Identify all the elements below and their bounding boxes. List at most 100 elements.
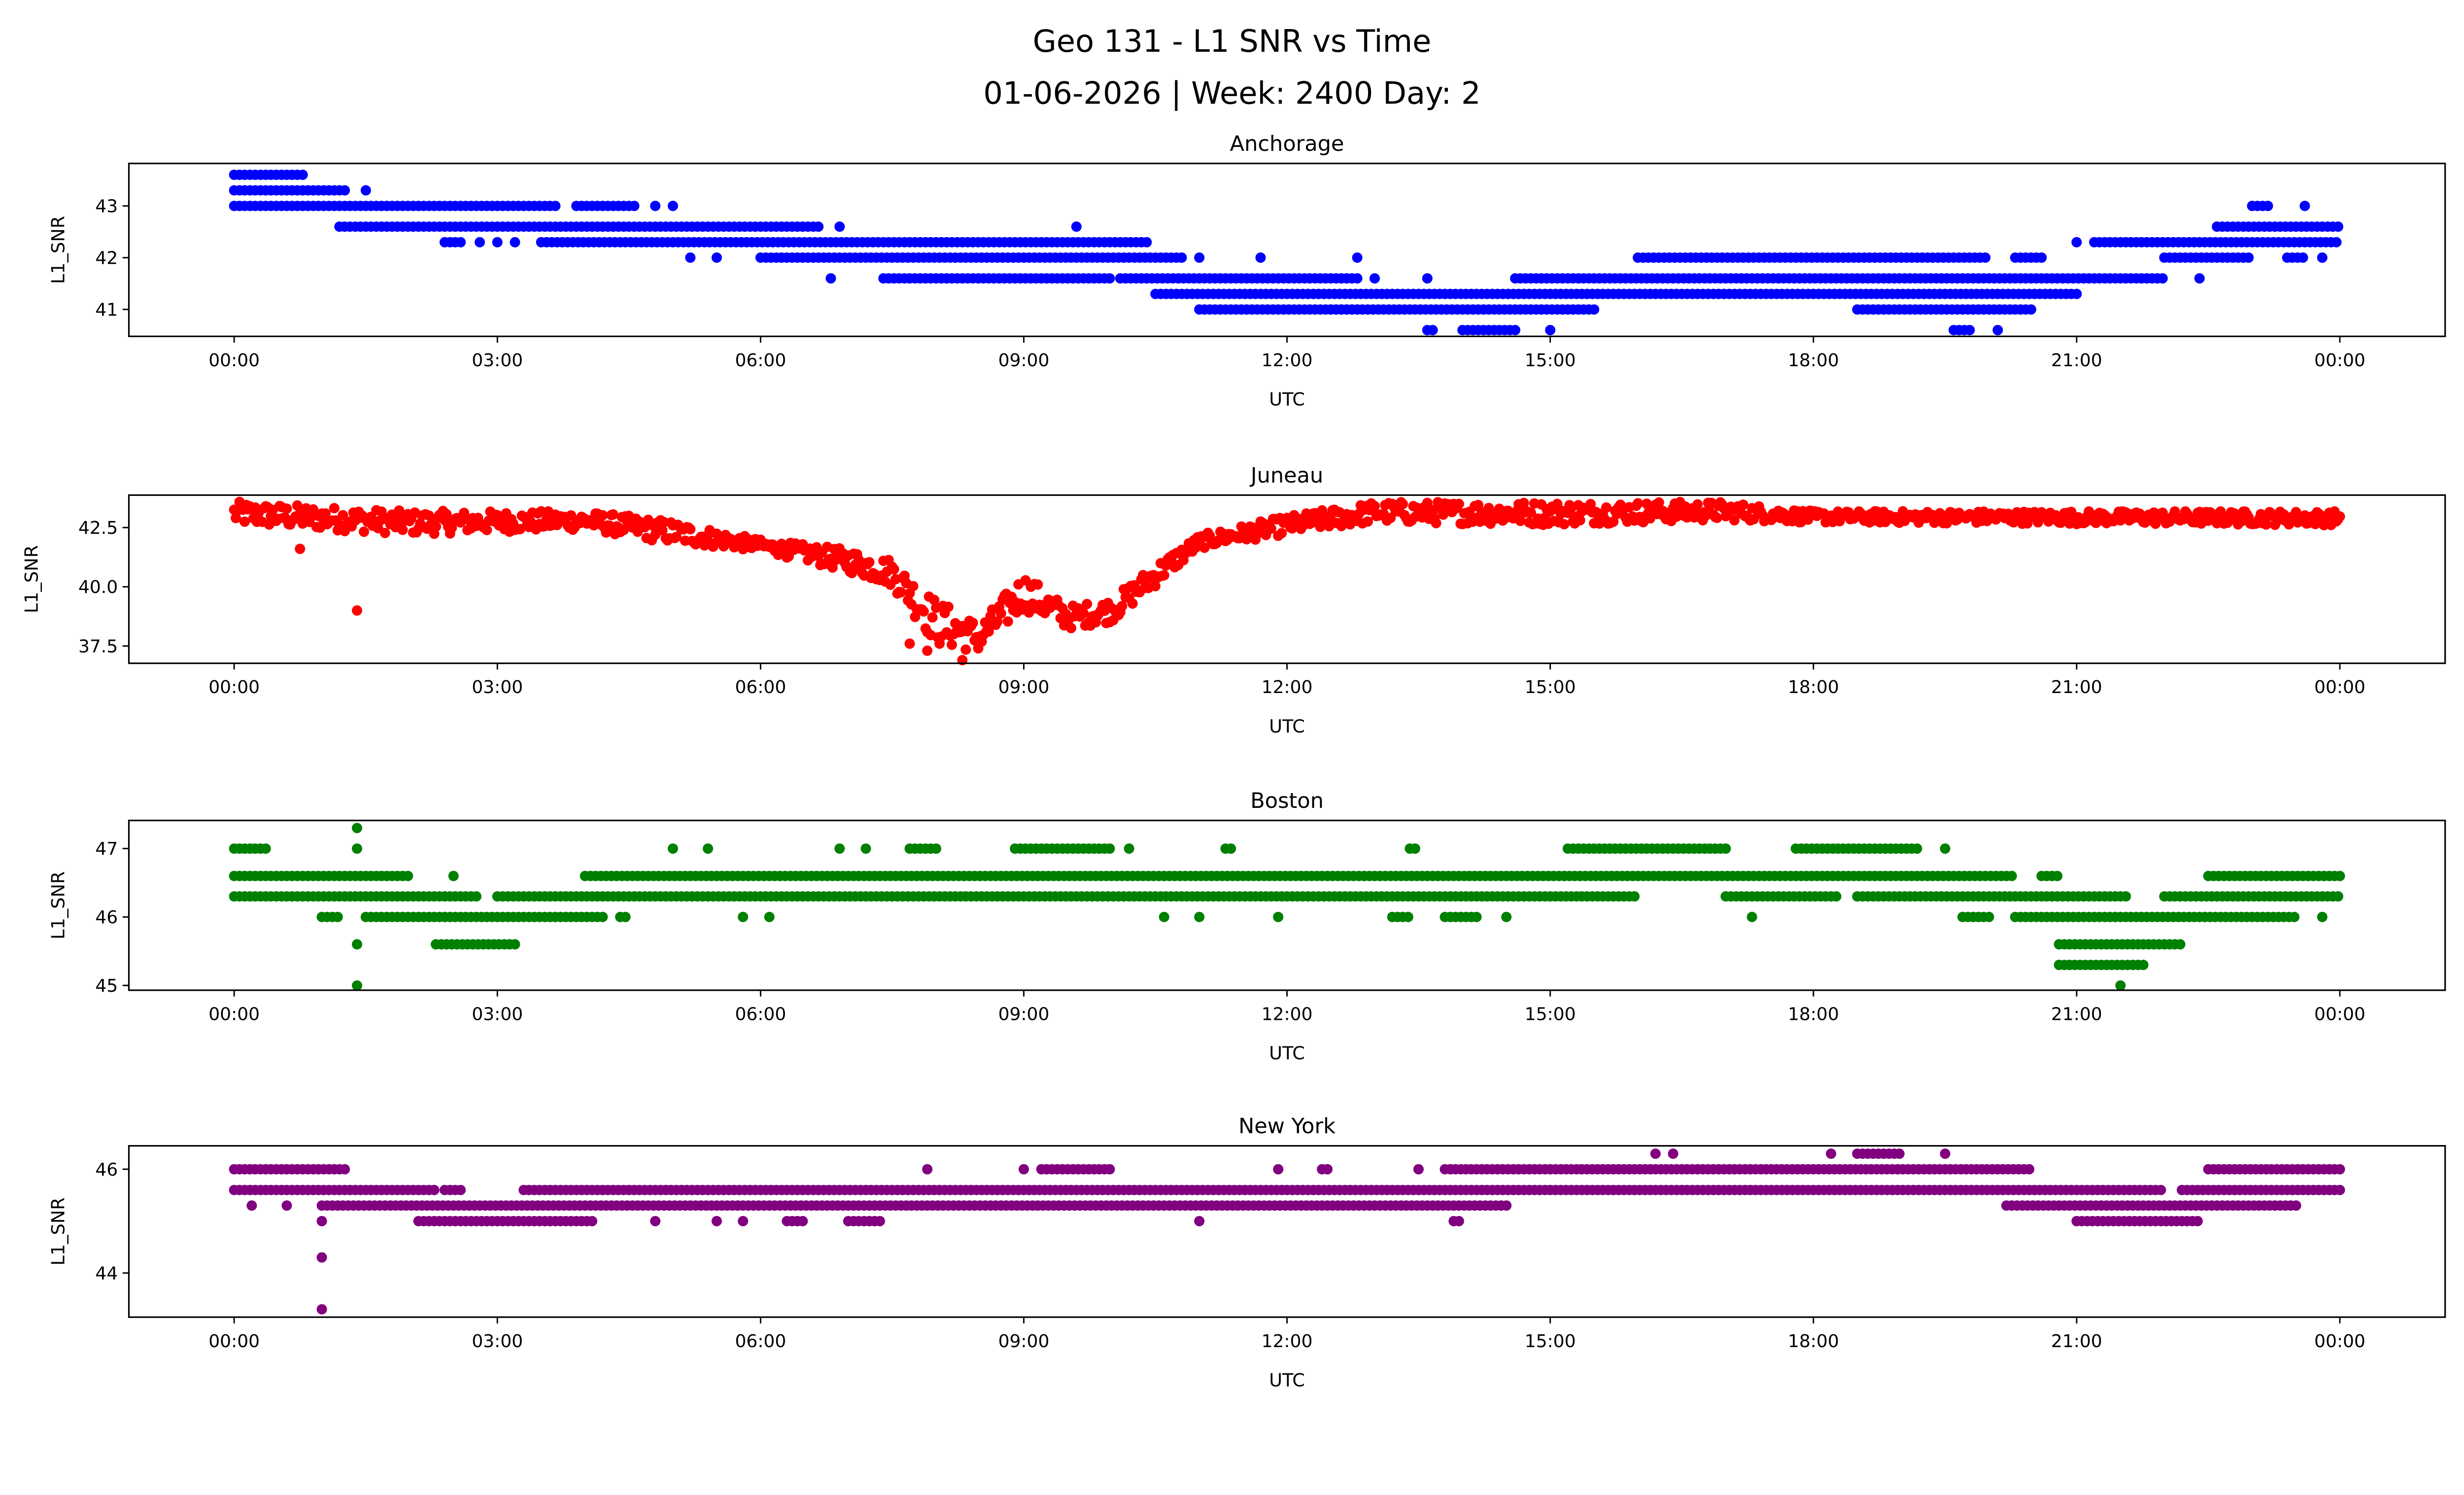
data-point bbox=[340, 185, 350, 196]
data-point bbox=[2334, 870, 2345, 881]
data-point bbox=[2331, 237, 2342, 247]
data-point bbox=[667, 201, 678, 211]
data-point bbox=[2156, 1184, 2166, 1195]
y-tick-label: 44 bbox=[95, 1263, 118, 1284]
data-point bbox=[281, 503, 292, 514]
data-point bbox=[1362, 516, 1373, 527]
data-point bbox=[1992, 325, 2003, 336]
data-point bbox=[1104, 273, 1115, 284]
y-tick-label: 47 bbox=[95, 839, 118, 859]
data-point bbox=[2052, 870, 2063, 881]
data-point bbox=[797, 1216, 808, 1226]
data-point bbox=[455, 237, 466, 247]
data-point bbox=[895, 587, 906, 598]
data-point bbox=[813, 221, 824, 232]
data-point bbox=[1518, 497, 1529, 508]
data-point bbox=[904, 638, 915, 649]
data-point bbox=[908, 581, 919, 591]
data-point bbox=[1117, 601, 1128, 612]
data-point bbox=[2071, 237, 2082, 247]
x-axis-label: UTC bbox=[1269, 389, 1305, 410]
data-point bbox=[1574, 515, 1585, 526]
data-point bbox=[246, 1200, 257, 1211]
data-point bbox=[1078, 608, 1089, 619]
data-point bbox=[1711, 513, 1722, 523]
data-point bbox=[931, 843, 942, 854]
x-tick-label: 00:00 bbox=[208, 1331, 260, 1352]
x-tick-label: 03:00 bbox=[472, 350, 523, 371]
data-point bbox=[1746, 911, 1757, 922]
data-point bbox=[608, 509, 618, 520]
x-tick-label: 00:00 bbox=[208, 1005, 260, 1025]
subplot-title: Juneau bbox=[1249, 463, 1323, 488]
data-point bbox=[1273, 911, 1284, 922]
x-tick-label: 21:00 bbox=[2051, 1005, 2102, 1025]
data-point bbox=[587, 1216, 598, 1226]
data-point bbox=[1601, 502, 1612, 513]
data-point bbox=[1124, 843, 1134, 854]
data-point bbox=[2115, 980, 2126, 991]
data-point bbox=[329, 503, 340, 514]
data-point bbox=[2334, 1184, 2345, 1195]
data-point bbox=[943, 601, 954, 612]
data-point bbox=[1141, 237, 1152, 247]
data-point bbox=[2333, 891, 2344, 902]
data-point bbox=[2157, 273, 2168, 284]
data-point bbox=[1369, 501, 1380, 512]
x-tick-label: 00:00 bbox=[2314, 350, 2365, 371]
x-tick-label: 06:00 bbox=[735, 1005, 786, 1025]
data-point bbox=[2192, 1216, 2203, 1226]
data-point bbox=[764, 911, 775, 922]
data-point bbox=[860, 843, 871, 854]
data-point bbox=[918, 606, 929, 617]
data-point bbox=[397, 524, 408, 535]
data-point bbox=[1352, 252, 1363, 263]
data-point bbox=[1150, 581, 1161, 591]
x-tick-label: 06:00 bbox=[735, 1331, 786, 1352]
data-point bbox=[929, 594, 940, 605]
data-point bbox=[620, 911, 631, 922]
y-tick-label: 45 bbox=[95, 976, 118, 996]
data-point bbox=[1831, 891, 1842, 902]
data-point bbox=[429, 1184, 440, 1195]
data-point bbox=[1032, 579, 1043, 590]
x-tick-label: 03:00 bbox=[472, 677, 523, 697]
data-point bbox=[597, 510, 608, 521]
data-point bbox=[550, 201, 561, 211]
data-point bbox=[351, 980, 363, 991]
data-point bbox=[1409, 843, 1421, 854]
x-tick-label: 00:00 bbox=[208, 677, 260, 697]
data-point bbox=[510, 939, 520, 950]
data-point bbox=[1273, 1164, 1284, 1175]
x-tick-label: 09:00 bbox=[998, 677, 1050, 697]
data-point bbox=[1510, 325, 1521, 336]
data-point bbox=[650, 201, 661, 211]
data-point bbox=[510, 237, 520, 247]
data-point bbox=[1984, 911, 1994, 922]
y-tick-label: 37.5 bbox=[78, 636, 118, 657]
x-tick-label: 18:00 bbox=[1788, 1331, 1839, 1352]
x-tick-label: 03:00 bbox=[472, 1005, 523, 1025]
data-point bbox=[1241, 534, 1252, 545]
data-point bbox=[960, 644, 971, 655]
x-tick-label: 18:00 bbox=[1788, 1005, 1839, 1025]
data-point bbox=[1912, 843, 1922, 854]
data-point bbox=[946, 639, 957, 650]
data-point bbox=[847, 568, 857, 579]
data-point bbox=[657, 525, 668, 536]
subplots: Anchorage 00:00 03:00 06:00 09:00 12:00 15:00 1… bbox=[21, 132, 2446, 1391]
data-point bbox=[1633, 498, 1643, 509]
data-point bbox=[1276, 528, 1287, 539]
x-axis-label: UTC bbox=[1269, 1369, 1305, 1391]
data-point bbox=[359, 526, 370, 537]
data-point bbox=[629, 201, 640, 211]
x-tick-label: 03:00 bbox=[472, 1331, 523, 1352]
data-point bbox=[475, 237, 485, 247]
data-point bbox=[1720, 843, 1731, 854]
data-point bbox=[685, 524, 696, 535]
data-point bbox=[431, 521, 442, 532]
data-point bbox=[297, 170, 308, 180]
data-point bbox=[1427, 325, 1438, 336]
x-tick-label: 09:00 bbox=[998, 1005, 1050, 1025]
data-point bbox=[650, 1216, 661, 1226]
